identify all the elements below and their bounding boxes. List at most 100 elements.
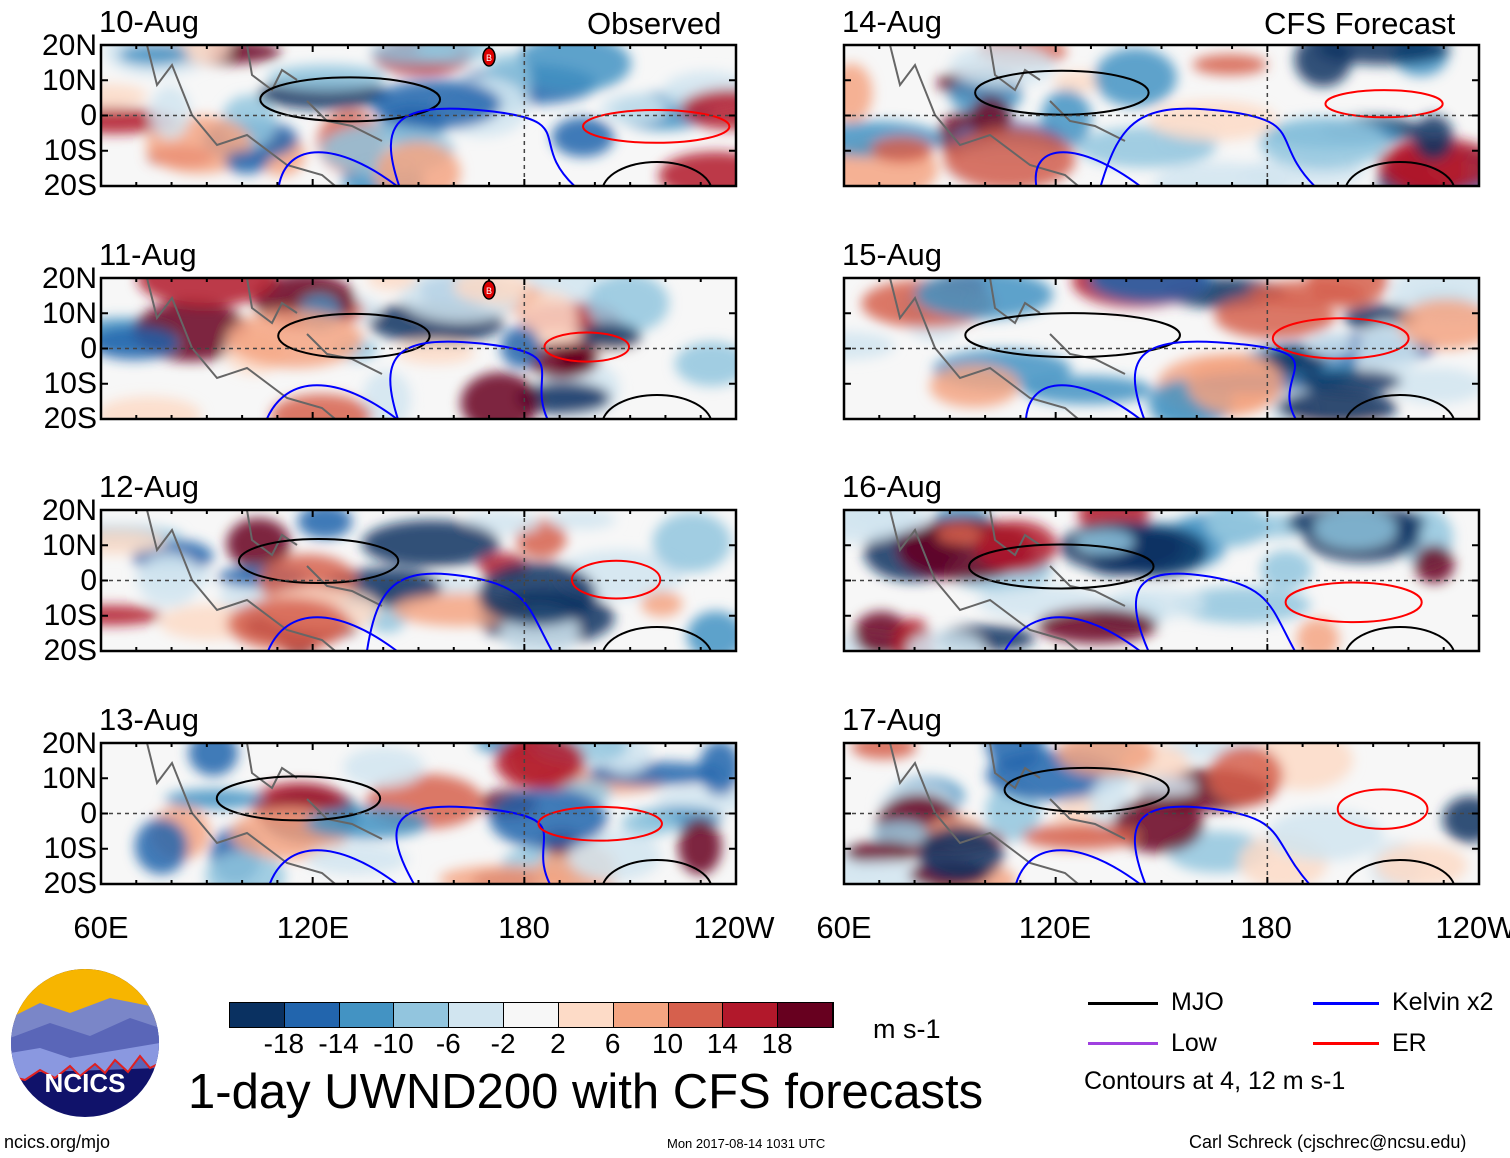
panel-date: 12-Aug [99,469,199,504]
ncics-logo: NCICS [11,969,159,1117]
wind-anomaly-blob [101,605,162,626]
colorbar-swatch [668,1003,724,1027]
wind-anomaly-blob [844,841,918,864]
wind-anomaly-blob [658,151,736,186]
kelvin-contour [1003,616,1141,651]
wind-anomaly-blob [1390,367,1479,404]
wind-anomaly-blob [101,529,167,555]
wind-anomaly-blob [567,831,662,881]
lat-tick: 20N [41,262,97,295]
legend-label-er: ER [1392,1029,1427,1057]
wind-anomaly-blob [1375,843,1468,884]
lat-tick: 0 [80,99,97,132]
wind-anomaly-blob [297,510,353,539]
wind-anomaly-blob [1377,138,1479,186]
lon-tick: 120W [693,910,775,945]
panel-date: 13-Aug [99,702,199,737]
wind-anomaly-blob [205,851,286,884]
lat-tick: 10N [41,297,97,330]
wind-anomaly-blob [225,150,269,174]
wind-anomaly-blob [600,93,667,124]
wind-anomaly-blob [917,825,1004,883]
panel-date: 14-Aug [842,4,942,39]
wind-anomaly-blob [101,326,179,361]
wind-anomaly-blob [1175,586,1311,624]
colorbar-swatch [778,1003,833,1027]
kelvin-contour [395,805,551,884]
colorbar-label: 10 [651,1028,684,1059]
kelvin-contour [1133,340,1297,419]
lat-tick: 10N [41,529,97,562]
wind-anomaly-blob [1094,48,1177,107]
wind-anomaly-blob [494,743,586,790]
wind-anomaly-blob [914,278,1054,320]
mjo-contour [1003,766,1170,813]
map-panel [842,741,1481,886]
storm-marker-label: B [486,53,492,63]
wind-anomaly-blob [1088,278,1212,303]
colorbar-swatch [230,1003,285,1027]
er-contour [543,331,631,363]
colorbar-label: -10 [373,1028,414,1059]
map-panel [842,276,1481,421]
wind-anomaly-blob [1266,808,1384,861]
wind-anomaly-blob [551,117,615,157]
wind-anomaly-blob [1442,796,1479,843]
wind-anomaly-blob [165,789,265,810]
wind-anomaly-blob [1186,353,1285,414]
wind-anomaly-blob [844,331,895,360]
wind-anomaly-blob [370,45,460,64]
mjo-contour [974,69,1150,116]
wind-anomaly-blob [1148,100,1278,141]
mjo-contour [1345,859,1455,884]
wind-anomaly-blob [1152,162,1288,186]
lat-tick: 10N [41,64,97,97]
er-contour [1336,788,1429,830]
panel-date: 17-Aug [842,702,942,737]
kelvin-contour [389,340,549,419]
panel-date: 10-Aug [99,4,199,39]
lon-tick: 120E [276,910,350,945]
colorbar-swatch [449,1003,505,1027]
mjo-contour [277,312,431,359]
er-contour [1324,89,1444,119]
wind-anomaly-blob [489,788,608,849]
wind-anomaly-blob [620,810,677,837]
observed-header: Observed [587,6,722,41]
wind-anomaly-blob [1259,116,1388,170]
lat-tick: 0 [80,797,97,830]
wind-anomaly-blob [1296,618,1340,651]
map-panel [842,43,1481,188]
colorbar-swatch [394,1003,450,1027]
er-contour [570,559,662,600]
wind-anomaly-blob [1192,54,1268,76]
wind-anomaly-blob [1305,332,1354,358]
wind-anomaly-blob [687,611,736,651]
wind-anomaly-blob [674,341,736,387]
wind-anomaly-blob [1294,45,1352,87]
wind-anomaly-blob [1413,115,1454,161]
wind-anomaly-blob [587,278,670,333]
colorbar-swatch [504,1003,559,1027]
wind-anomaly-blob [516,381,611,415]
wind-anomaly-blob [149,85,191,140]
wind-anomaly-blob [500,326,541,368]
coastline [889,45,1126,186]
footer-url[interactable]: ncics.org/mjo [4,1132,111,1152]
wind-anomaly-blob [970,96,1012,137]
legend-line-er [1313,1042,1379,1045]
map-panel [99,741,738,886]
lat-tick: 10S [43,599,97,632]
colorbar-label: 18 [761,1028,793,1059]
wind-anomaly-blob [1075,529,1135,555]
storm-marker-label: B [486,286,492,296]
wind-anomaly-blob [699,743,736,796]
colorbar-label: -18 [263,1028,305,1059]
legend-line-low [1088,1042,1158,1045]
wind-anomaly-blob [181,45,230,64]
wind-anomaly-blob [1297,369,1402,395]
wind-anomaly-blob [943,128,1076,186]
mjo-contour [602,394,712,419]
kelvin-contour [267,616,398,651]
lon-tick: 60E [73,910,129,945]
